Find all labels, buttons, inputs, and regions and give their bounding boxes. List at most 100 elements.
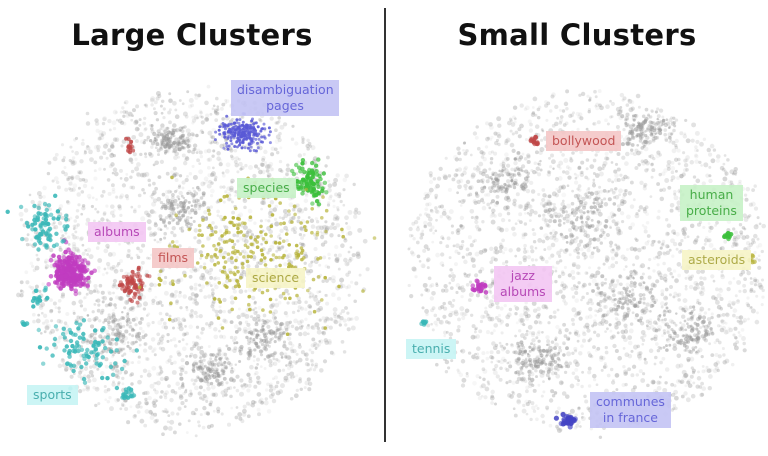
background-point <box>316 326 320 330</box>
cluster-point <box>167 317 172 322</box>
cluster-point <box>24 220 30 226</box>
background-point <box>213 178 218 182</box>
background-point <box>201 425 206 430</box>
cluster-point <box>132 291 137 296</box>
background-point <box>299 387 304 392</box>
background-point <box>175 172 180 177</box>
background-point <box>562 322 567 327</box>
cluster-point <box>67 354 72 359</box>
background-point <box>167 384 171 388</box>
background-point <box>650 175 654 179</box>
background-point <box>215 368 219 372</box>
background-point <box>161 205 165 209</box>
background-point <box>668 293 672 297</box>
background-point <box>334 314 340 320</box>
background-point <box>192 369 196 374</box>
background-point <box>110 162 115 167</box>
background-point <box>333 253 338 257</box>
background-point <box>205 180 209 184</box>
background-point <box>198 283 202 287</box>
background-point <box>102 117 107 122</box>
background-point <box>59 236 63 240</box>
background-point <box>121 139 127 144</box>
background-point <box>297 299 302 305</box>
background-point <box>159 132 164 137</box>
background-point <box>210 229 214 233</box>
background-point <box>124 271 129 276</box>
background-point <box>649 154 655 159</box>
background-point <box>92 377 97 383</box>
background-point <box>273 316 277 320</box>
background-point <box>296 309 300 313</box>
background-point <box>82 296 86 300</box>
background-point <box>288 320 292 324</box>
background-point <box>297 379 303 384</box>
background-point <box>696 376 702 381</box>
background-point <box>235 234 240 238</box>
background-point <box>214 309 219 314</box>
background-point <box>537 238 543 243</box>
background-point <box>300 242 304 247</box>
cluster-point <box>243 146 247 150</box>
background-point <box>150 103 154 107</box>
background-point <box>99 155 104 160</box>
background-point <box>218 162 223 167</box>
background-point <box>307 216 311 219</box>
background-point <box>225 162 231 168</box>
background-point <box>72 235 77 240</box>
background-point <box>172 141 176 145</box>
background-point <box>264 388 269 392</box>
background-point <box>306 368 310 373</box>
background-point <box>560 270 565 274</box>
cluster-point <box>35 217 41 222</box>
background-point <box>123 372 127 376</box>
background-point <box>147 395 152 401</box>
background-point <box>227 309 232 314</box>
background-point <box>277 300 282 305</box>
cluster-point <box>36 211 41 216</box>
background-point <box>353 210 358 215</box>
background-point <box>253 221 257 225</box>
background-point <box>181 214 185 218</box>
background-point <box>154 138 158 142</box>
background-point <box>126 363 130 367</box>
background-point <box>286 354 291 360</box>
background-point <box>345 222 348 225</box>
background-point <box>100 371 105 376</box>
background-point <box>150 337 156 342</box>
background-point <box>74 136 79 140</box>
background-point <box>331 292 336 298</box>
background-point <box>283 225 288 231</box>
background-point <box>291 215 296 221</box>
background-point <box>178 184 182 188</box>
background-point <box>74 246 80 252</box>
background-point <box>189 285 194 290</box>
background-point <box>346 262 350 266</box>
background-point <box>357 227 363 233</box>
background-point <box>302 152 306 156</box>
background-point <box>638 139 643 143</box>
background-point <box>301 140 305 144</box>
background-point <box>314 294 318 298</box>
background-point <box>345 232 350 237</box>
background-point <box>297 207 302 213</box>
background-point <box>254 341 259 346</box>
cluster-point <box>249 249 253 254</box>
background-point <box>495 305 500 310</box>
cluster-point <box>232 121 236 125</box>
background-point <box>210 181 214 185</box>
background-point <box>238 289 244 294</box>
cluster-point <box>278 263 282 268</box>
background-point <box>516 151 521 156</box>
background-point <box>159 104 163 108</box>
background-point <box>148 151 152 156</box>
background-point <box>139 405 143 409</box>
background-point <box>130 256 134 260</box>
background-point <box>140 216 146 222</box>
background-point <box>199 349 205 355</box>
cluster-point <box>248 123 251 127</box>
background-point <box>208 402 212 407</box>
background-point <box>38 303 44 308</box>
cluster-point <box>61 264 67 270</box>
background-point <box>300 136 305 140</box>
